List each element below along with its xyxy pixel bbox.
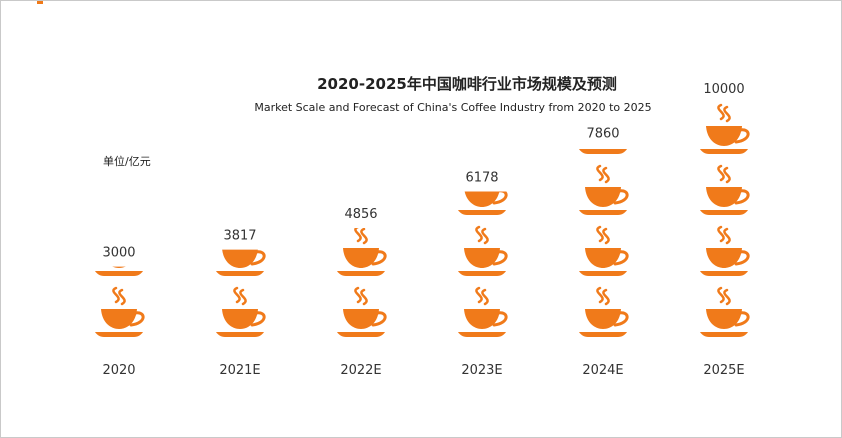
coffee-cup-icon-4-1 (577, 225, 629, 278)
category-label-3: 2023E (461, 363, 502, 378)
corner-accent (37, 1, 43, 4)
coffee-cup-icon-0-0 (93, 286, 145, 339)
value-label-5: 10000 (703, 82, 744, 97)
coffee-cup-icon-2-0 (335, 286, 387, 339)
coffee-cup-icon-5-1 (698, 225, 750, 278)
value-label-2: 4856 (344, 207, 377, 222)
coffee-cup-icon-3-0 (456, 286, 508, 339)
coffee-cup-icon-5-3 (698, 103, 750, 156)
chart-marks: 3000 2020 3817 2021E 4856 2022E 6178 2023E 7860 2… (93, 82, 750, 378)
value-label-3: 6178 (465, 170, 498, 185)
coffee-cup-icon-4-0 (577, 286, 629, 339)
chart-title: 2020-2025年中国咖啡行业市场规模及预测 (317, 75, 617, 93)
coffee-cup-icon-5-2 (698, 164, 750, 217)
value-label-1: 3817 (223, 229, 256, 244)
coffee-cup-icon-3-1 (456, 225, 508, 278)
category-label-4: 2024E (582, 363, 623, 378)
value-label-4: 7860 (586, 127, 619, 142)
unit-label: 单位/亿元 (103, 154, 151, 168)
category-label-1: 2021E (219, 363, 260, 378)
value-label-0: 3000 (102, 246, 135, 261)
coffee-cup-icon-partial-2 (335, 227, 387, 277)
coffee-cup-icon-4-2 (577, 164, 629, 217)
coffee-cup-icon-5-0 (698, 286, 750, 339)
category-label-2: 2022E (340, 363, 381, 378)
coffee-cup-icon-1-0 (214, 286, 266, 339)
category-label-5: 2025E (703, 363, 744, 378)
category-label-0: 2020 (102, 363, 135, 378)
chart-subtitle: Market Scale and Forecast of China's Cof… (254, 101, 651, 114)
